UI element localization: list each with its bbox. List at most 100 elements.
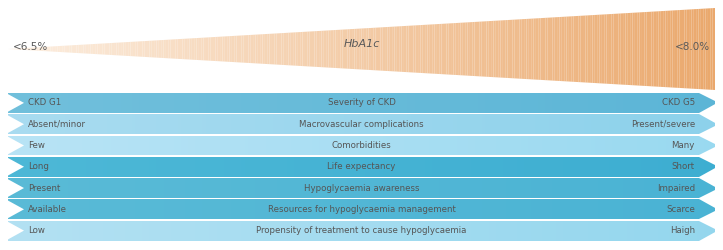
Polygon shape bbox=[436, 221, 440, 240]
Polygon shape bbox=[442, 221, 446, 240]
Polygon shape bbox=[623, 136, 627, 155]
Polygon shape bbox=[699, 231, 717, 240]
Polygon shape bbox=[358, 178, 362, 198]
Polygon shape bbox=[140, 41, 142, 57]
Polygon shape bbox=[418, 221, 422, 240]
Polygon shape bbox=[517, 221, 521, 240]
Polygon shape bbox=[471, 136, 474, 155]
Polygon shape bbox=[468, 22, 470, 76]
Polygon shape bbox=[605, 157, 609, 177]
Polygon shape bbox=[535, 93, 538, 113]
Polygon shape bbox=[482, 221, 485, 240]
Polygon shape bbox=[341, 136, 344, 155]
Polygon shape bbox=[43, 114, 47, 134]
Polygon shape bbox=[13, 48, 15, 50]
Polygon shape bbox=[47, 136, 51, 155]
Polygon shape bbox=[461, 93, 464, 113]
Polygon shape bbox=[386, 136, 390, 155]
Polygon shape bbox=[298, 157, 301, 177]
Polygon shape bbox=[492, 136, 496, 155]
Polygon shape bbox=[669, 136, 672, 155]
Polygon shape bbox=[531, 157, 535, 177]
Polygon shape bbox=[451, 23, 453, 75]
Polygon shape bbox=[641, 178, 644, 198]
Polygon shape bbox=[201, 38, 204, 60]
Polygon shape bbox=[185, 136, 188, 155]
Polygon shape bbox=[605, 200, 609, 219]
Polygon shape bbox=[330, 114, 333, 134]
Polygon shape bbox=[341, 200, 344, 219]
Polygon shape bbox=[552, 114, 556, 134]
Polygon shape bbox=[697, 114, 701, 134]
Polygon shape bbox=[322, 221, 326, 240]
Polygon shape bbox=[277, 200, 281, 219]
Polygon shape bbox=[635, 12, 637, 86]
Polygon shape bbox=[206, 114, 210, 134]
Polygon shape bbox=[128, 157, 132, 177]
Polygon shape bbox=[358, 157, 362, 177]
Polygon shape bbox=[432, 221, 436, 240]
Polygon shape bbox=[283, 200, 287, 219]
Polygon shape bbox=[234, 221, 238, 240]
Polygon shape bbox=[152, 40, 154, 58]
Polygon shape bbox=[672, 136, 676, 155]
Polygon shape bbox=[584, 157, 588, 177]
Polygon shape bbox=[672, 93, 676, 113]
Polygon shape bbox=[160, 200, 163, 219]
Polygon shape bbox=[281, 200, 283, 219]
Polygon shape bbox=[591, 157, 595, 177]
Polygon shape bbox=[595, 136, 599, 155]
Polygon shape bbox=[58, 178, 61, 198]
Polygon shape bbox=[86, 178, 90, 198]
Polygon shape bbox=[111, 157, 114, 177]
Polygon shape bbox=[213, 157, 217, 177]
Polygon shape bbox=[683, 178, 687, 198]
Polygon shape bbox=[641, 221, 644, 240]
Polygon shape bbox=[29, 114, 33, 134]
Polygon shape bbox=[379, 200, 382, 219]
Polygon shape bbox=[609, 136, 612, 155]
Polygon shape bbox=[694, 178, 697, 198]
Polygon shape bbox=[450, 136, 453, 155]
Polygon shape bbox=[503, 200, 506, 219]
Polygon shape bbox=[293, 32, 296, 66]
Polygon shape bbox=[199, 221, 202, 240]
Polygon shape bbox=[210, 157, 213, 177]
Polygon shape bbox=[68, 136, 72, 155]
Polygon shape bbox=[283, 157, 287, 177]
Polygon shape bbox=[401, 114, 404, 134]
Polygon shape bbox=[287, 221, 291, 240]
Polygon shape bbox=[61, 136, 64, 155]
Polygon shape bbox=[644, 200, 648, 219]
Polygon shape bbox=[521, 157, 524, 177]
Polygon shape bbox=[522, 19, 524, 79]
Polygon shape bbox=[153, 178, 156, 198]
Polygon shape bbox=[365, 157, 369, 177]
Polygon shape bbox=[524, 114, 528, 134]
Polygon shape bbox=[245, 157, 249, 177]
Polygon shape bbox=[531, 93, 535, 113]
Polygon shape bbox=[294, 157, 298, 177]
Polygon shape bbox=[427, 24, 430, 74]
Polygon shape bbox=[202, 200, 206, 219]
Polygon shape bbox=[273, 136, 277, 155]
Polygon shape bbox=[146, 136, 150, 155]
Polygon shape bbox=[474, 93, 478, 113]
Polygon shape bbox=[471, 157, 474, 177]
Polygon shape bbox=[669, 157, 672, 177]
Polygon shape bbox=[449, 23, 451, 75]
Polygon shape bbox=[648, 178, 651, 198]
Polygon shape bbox=[485, 93, 489, 113]
Polygon shape bbox=[341, 221, 344, 240]
Polygon shape bbox=[333, 93, 337, 113]
Polygon shape bbox=[581, 93, 584, 113]
Polygon shape bbox=[612, 114, 616, 134]
Polygon shape bbox=[303, 32, 305, 66]
Polygon shape bbox=[687, 93, 690, 113]
Polygon shape bbox=[135, 136, 139, 155]
Polygon shape bbox=[270, 178, 273, 198]
Polygon shape bbox=[231, 157, 234, 177]
Polygon shape bbox=[128, 42, 131, 56]
Polygon shape bbox=[146, 93, 150, 113]
Polygon shape bbox=[625, 13, 628, 85]
